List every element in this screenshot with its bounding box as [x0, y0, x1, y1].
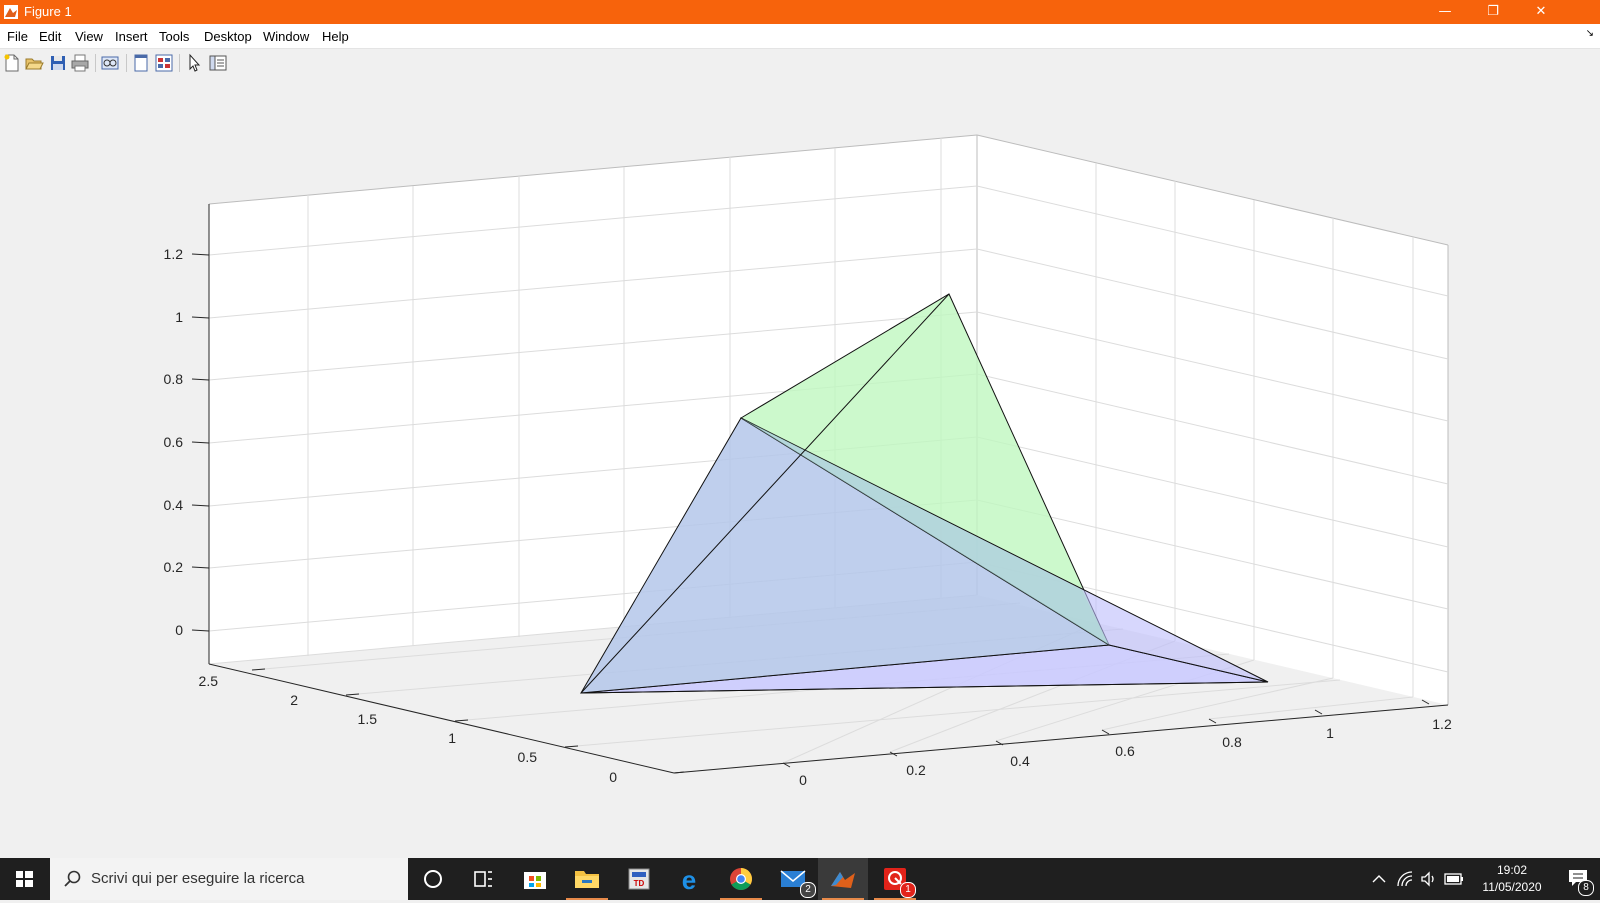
x-tick-label: 0.8	[1222, 734, 1242, 750]
z-tick-label: 0	[175, 622, 183, 638]
toolbar-separator	[126, 54, 127, 72]
menu-tools[interactable]: Tools	[159, 29, 190, 44]
z-tick-label: 0.8	[164, 371, 184, 387]
taskbar-app-matlab[interactable]	[818, 858, 868, 900]
close-button[interactable]: ✕	[1535, 4, 1547, 19]
menu-insert[interactable]: Insert	[115, 29, 148, 44]
x-tick-label: 1	[1326, 725, 1334, 741]
matlab-icon	[831, 872, 855, 888]
x-tick-label: 0.4	[1010, 753, 1030, 769]
action-center-button[interactable]: 8	[1560, 858, 1600, 900]
hide-plot-tools-icon[interactable]	[131, 53, 151, 73]
z-tick-label: 0.4	[164, 497, 184, 513]
y-tick-label: 2	[290, 692, 298, 708]
dock-figure-icon[interactable]: ↘	[1585, 28, 1594, 39]
y-tick-label: 0	[609, 769, 617, 785]
property-inspector-icon[interactable]	[208, 53, 228, 73]
z-tick-label: 0.2	[164, 559, 184, 575]
matlab-figure-icon	[4, 5, 18, 19]
z-tick-label: 0.6	[164, 434, 184, 450]
notifications-badge: 8	[1578, 880, 1594, 896]
windows-start-icon[interactable]	[0, 858, 48, 900]
link-plot-icon[interactable]	[100, 53, 120, 73]
cortana-icon	[424, 870, 442, 888]
menu-help[interactable]: Help	[322, 29, 349, 44]
edge-base	[580, 681, 1269, 694]
open-file-icon[interactable]	[24, 53, 44, 73]
running-indicator	[874, 898, 916, 900]
alert-badge: 1	[900, 882, 916, 898]
x-tick-label: 0	[799, 772, 807, 788]
figure-canvas[interactable]: 0 0.2 0.4 0.6 0.8 1 1.2 0 0.5 1 1.5 2 2.…	[0, 77, 1600, 858]
edge-icon: e	[682, 865, 696, 895]
task-view-icon	[474, 871, 492, 887]
svg-text:TD: TD	[634, 879, 645, 888]
z-tick-label: 1.2	[164, 246, 184, 262]
taskbar-app-explorer[interactable]	[562, 858, 612, 900]
title-bar: Figure 1 — ❐ ✕	[0, 0, 1600, 24]
edit-plot-arrow-icon[interactable]	[184, 53, 204, 73]
edge-diagonal	[580, 293, 950, 694]
toolbar-separator	[179, 54, 180, 72]
taskbar-app-calculator[interactable]: TD	[614, 858, 664, 900]
taskbar-app-chrome[interactable]	[716, 858, 766, 900]
mail-icon	[780, 870, 806, 887]
taskbar-app-edge[interactable]: e	[664, 858, 714, 900]
y-tick-label: 2.5	[199, 673, 219, 689]
z-tick-label: 1	[175, 309, 183, 325]
system-clock[interactable]: 19:02 11/05/2020	[1472, 862, 1552, 896]
y-tick-label: 0.5	[518, 749, 538, 765]
new-figure-icon[interactable]	[2, 53, 22, 73]
battery-icon[interactable]	[1444, 872, 1464, 886]
chevron-up-icon[interactable]	[1371, 871, 1387, 887]
running-indicator	[822, 898, 864, 900]
network-icon[interactable]	[1396, 870, 1414, 888]
menu-desktop[interactable]: Desktop	[204, 29, 252, 44]
store-icon	[524, 872, 546, 889]
menu-view[interactable]: View	[75, 29, 103, 44]
chrome-icon	[730, 868, 752, 890]
menu-window[interactable]: Window	[263, 29, 310, 44]
search-icon	[64, 870, 81, 887]
running-indicator	[566, 898, 608, 900]
volume-icon[interactable]	[1420, 870, 1438, 888]
restore-button[interactable]: ❐	[1487, 4, 1499, 19]
menu-edit[interactable]: Edit	[39, 29, 62, 44]
taskbar-app-mail[interactable]: 2	[768, 858, 818, 900]
menu-bar: File Edit View Insert Tools Desktop Wind…	[0, 24, 1600, 48]
save-icon[interactable]	[48, 53, 68, 73]
y-tick-label: 1	[448, 730, 456, 746]
app-tile-icon: TD	[628, 868, 650, 890]
search-placeholder[interactable]: Scrivi qui per eseguire la ricerca	[91, 870, 305, 887]
x-tick-label: 0.2	[906, 762, 926, 778]
window-title: Figure 1	[24, 4, 72, 19]
task-view-button[interactable]	[458, 858, 508, 900]
clock-time: 19:02	[1496, 863, 1528, 877]
minimize-button[interactable]: —	[1438, 4, 1452, 19]
show-plot-tools-icon[interactable]	[154, 53, 174, 73]
taskbar-app-store[interactable]	[510, 858, 560, 900]
figure-toolbar	[0, 48, 1600, 78]
y-tick-label: 1.5	[358, 711, 378, 727]
axis-lines	[208, 204, 1449, 774]
x-tick-label: 1.2	[1432, 716, 1452, 732]
taskbar-search-box[interactable]	[50, 858, 408, 900]
taskbar-app-alert[interactable]: 1	[870, 858, 920, 900]
mail-badge: 2	[800, 882, 816, 898]
menu-file[interactable]: File	[7, 29, 28, 44]
x-tick-label: 0.6	[1115, 743, 1135, 759]
print-icon[interactable]	[70, 53, 90, 73]
face-overlap	[741, 418, 1109, 645]
svg-text:e: e	[682, 865, 696, 895]
running-indicator	[720, 898, 762, 900]
windows-taskbar: Scrivi qui per eseguire la ricerca TD e	[0, 858, 1600, 900]
clock-date: 11/05/2020	[1482, 880, 1542, 894]
3d-axes[interactable]: 0 0.2 0.4 0.6 0.8 1 1.2 0 0.5 1 1.5 2 2.…	[0, 77, 1600, 858]
folder-icon	[575, 871, 599, 888]
cortana-button[interactable]	[408, 858, 458, 900]
tick-marks	[191, 253, 1430, 774]
toolbar-separator	[95, 54, 96, 72]
